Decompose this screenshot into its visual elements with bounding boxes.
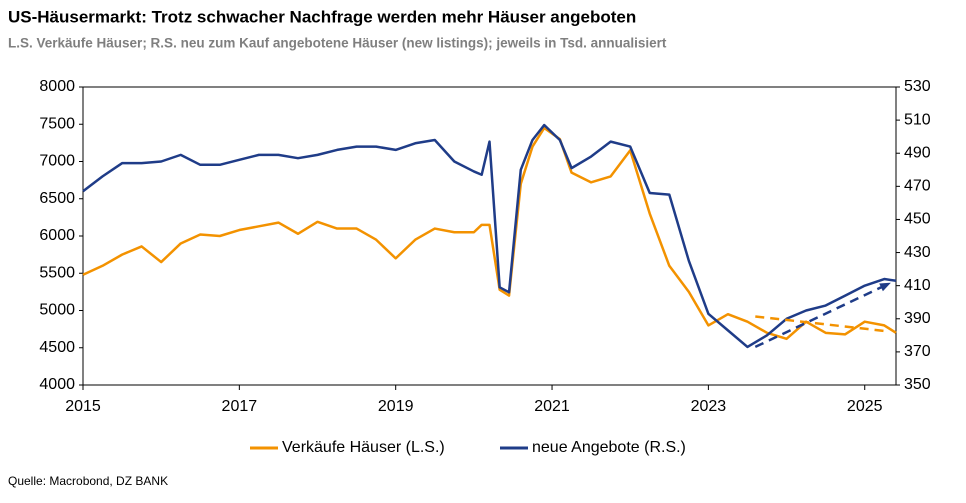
trend-arrow <box>879 282 891 292</box>
y-tick-label: 6000 <box>39 227 75 244</box>
y-tick-label: 5500 <box>39 264 75 281</box>
y2-tick-label: 450 <box>904 211 931 228</box>
y2-tick-label: 530 <box>904 78 931 95</box>
y2-tick-label: 490 <box>904 144 931 161</box>
y-tick-label: 5000 <box>39 302 75 319</box>
series-line <box>82 126 897 341</box>
y2-tick-label: 430 <box>904 244 931 261</box>
y-tick-label: 7000 <box>39 153 75 170</box>
y2-tick-label: 410 <box>904 277 931 294</box>
x-tick-label: 2023 <box>691 398 727 415</box>
trend-line <box>754 282 889 349</box>
y2-tick-label: 370 <box>904 343 931 360</box>
x-tick-label: 2021 <box>534 398 570 415</box>
y-tick-label: 4000 <box>39 376 75 393</box>
series-line <box>82 123 897 349</box>
trend-line <box>755 315 889 333</box>
y-tick-label: 4500 <box>39 339 75 356</box>
y-tick-label: 8000 <box>39 78 75 95</box>
y-tick-label: 6500 <box>39 190 75 207</box>
legend-label: Verkäufe Häuser (L.S.) <box>282 439 445 456</box>
y2-tick-label: 510 <box>904 111 931 128</box>
x-tick-label: 2019 <box>378 398 414 415</box>
chart-subtitle: L.S. Verkäufe Häuser; R.S. neu zum Kauf … <box>8 36 667 51</box>
y2-tick-label: 390 <box>904 310 931 327</box>
chart-title: US-Häusermarkt: Trotz schwacher Nachfrag… <box>8 7 636 26</box>
source: Quelle: Macrobond, DZ BANK <box>8 474 168 488</box>
x-tick-label: 2015 <box>65 398 101 415</box>
y-tick-label: 7500 <box>39 115 75 132</box>
y2-tick-label: 350 <box>904 376 931 393</box>
legend-label: neue Angebote (R.S.) <box>532 439 686 456</box>
x-tick-label: 2017 <box>222 398 258 415</box>
x-tick-label: 2025 <box>847 398 883 415</box>
y2-tick-label: 470 <box>904 178 931 195</box>
